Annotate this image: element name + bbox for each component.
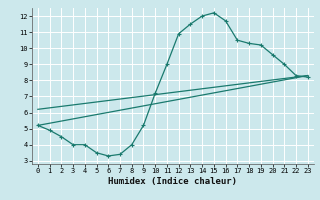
X-axis label: Humidex (Indice chaleur): Humidex (Indice chaleur) <box>108 177 237 186</box>
